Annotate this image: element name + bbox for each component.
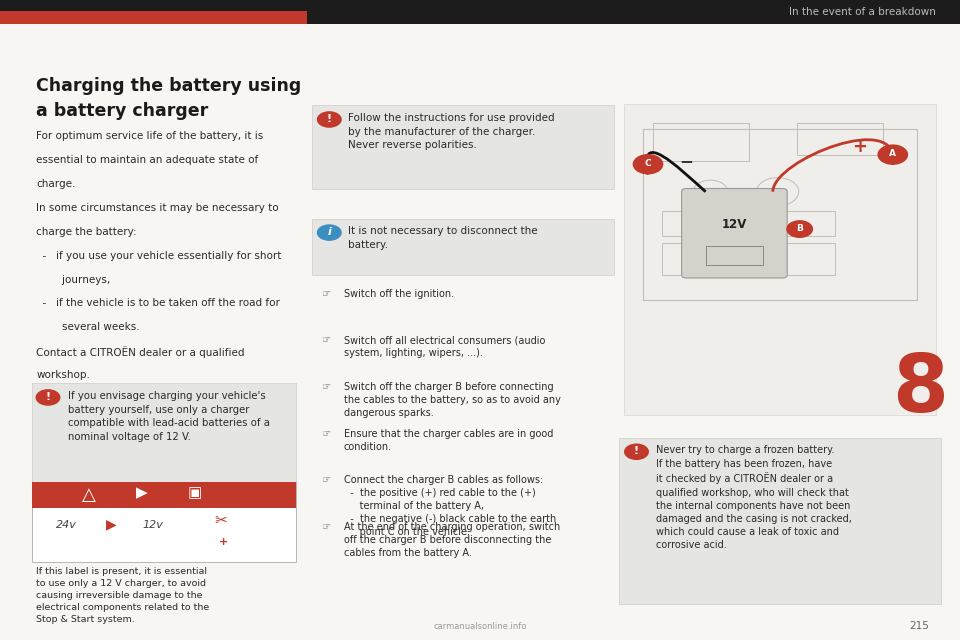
Text: journeys,: journeys, [36,275,110,285]
Text: If this label is present, it is essential
to use only a 12 V charger, to avoid
c: If this label is present, it is essentia… [36,568,209,623]
Bar [32,483,296,508]
Text: 24v: 24v [56,520,77,529]
Circle shape [624,444,649,460]
Bar [797,123,883,155]
Text: Never try to charge a frozen battery.
If the battery has been frozen, have
it ch: Never try to charge a frozen battery. If… [656,445,852,550]
Text: Switch off all electrical consumers (audio
system, lighting, wipers, ...).: Switch off all electrical consumers (aud… [344,335,545,358]
Text: In some circumstances it may be necessary to: In some circumstances it may be necessar… [36,203,279,212]
Text: charge.: charge. [36,179,76,189]
Text: A: A [889,150,897,159]
Text: ☞: ☞ [322,335,331,346]
Text: △: △ [83,486,96,504]
Text: charge the battery:: charge the battery: [36,227,137,237]
Text: At the end of the charging operation, switch
off the charger B before disconnect: At the end of the charging operation, sw… [344,522,560,557]
Text: ☞: ☞ [322,476,331,485]
Text: Switch off the charger B before connecting
the cables to the battery, so as to a: Switch off the charger B before connecti… [344,382,561,418]
Text: !: ! [634,446,639,456]
Bar [706,246,763,265]
Bar [662,243,835,275]
Text: 8: 8 [893,351,948,429]
Text: +: + [219,537,228,547]
Text: ✂: ✂ [214,513,227,528]
Circle shape [877,145,908,165]
Bar [312,106,614,189]
Text: 12V: 12V [722,218,747,232]
Text: !: ! [326,114,332,124]
Text: i: i [327,227,331,237]
Text: workshop.: workshop. [36,370,90,380]
Text: ▶: ▶ [106,518,116,532]
Bar [32,383,296,502]
Text: Charging the battery using: Charging the battery using [36,77,301,95]
Circle shape [36,389,60,406]
Text: -   if you use your vehicle essentially for short: - if you use your vehicle essentially fo… [36,251,282,260]
Text: a battery charger: a battery charger [36,102,208,120]
Text: Follow the instructions for use provided
by the manufacturer of the charger.
Nev: Follow the instructions for use provided… [348,113,555,150]
Text: 215: 215 [909,621,929,631]
Text: !: ! [45,392,51,402]
Text: In the event of a breakdown: In the event of a breakdown [789,7,936,17]
Text: -   if the vehicle is to be taken off the road for: - if the vehicle is to be taken off the … [36,298,280,308]
Circle shape [317,111,342,128]
Bar [0,11,307,24]
Text: ▶: ▶ [136,485,148,500]
Text: Switch off the ignition.: Switch off the ignition. [344,289,454,299]
Bar [619,438,941,604]
Text: essential to maintain an adequate state of: essential to maintain an adequate state … [36,155,259,165]
Bar [643,129,917,300]
Text: ☞: ☞ [322,382,331,392]
Text: +: + [852,138,867,156]
Bar [0,0,960,24]
Text: If you envisage charging your vehicle's
battery yourself, use only a charger
com: If you envisage charging your vehicle's … [68,391,270,442]
Bar [662,211,720,236]
Text: carmanualsonline.info: carmanualsonline.info [433,622,527,631]
Text: For optimum service life of the battery, it is: For optimum service life of the battery,… [36,131,264,141]
Text: ☞: ☞ [322,429,331,439]
Text: several weeks.: several weeks. [36,323,140,332]
Bar [624,104,936,415]
Circle shape [786,220,813,238]
Bar [312,218,614,275]
Bar [758,211,835,236]
FancyBboxPatch shape [682,189,787,278]
Circle shape [633,154,663,175]
Bar [653,123,749,161]
Text: Connect the charger B cables as follows:
  -  the positive (+) red cable to the : Connect the charger B cables as follows:… [344,476,556,536]
Text: It is not necessary to disconnect the
battery.: It is not necessary to disconnect the ba… [348,226,539,250]
Text: −: − [680,152,693,170]
Text: Contact a CITROËN dealer or a qualified: Contact a CITROËN dealer or a qualified [36,346,245,358]
Text: C: C [645,159,651,168]
Text: ☞: ☞ [322,522,331,532]
Text: ▣: ▣ [188,486,202,500]
Text: ☞: ☞ [322,289,331,299]
Text: B: B [796,224,804,233]
Bar [32,483,296,563]
Text: Ensure that the charger cables are in good
condition.: Ensure that the charger cables are in go… [344,429,553,452]
Text: 12v: 12v [142,520,163,529]
Circle shape [317,224,342,241]
